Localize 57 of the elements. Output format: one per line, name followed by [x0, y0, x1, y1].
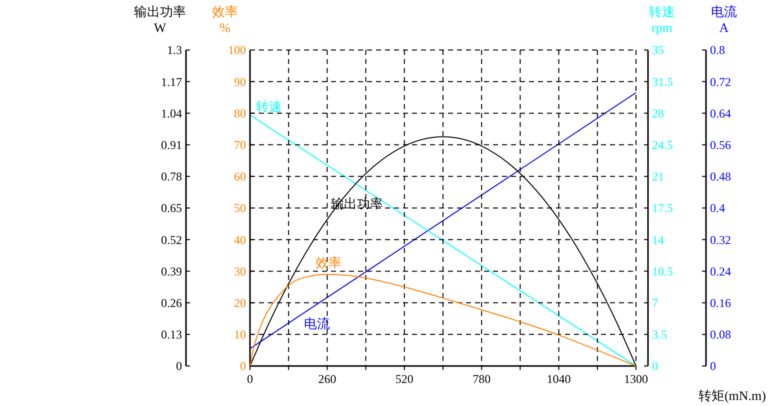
y-tick-label: 1.04 — [161, 106, 182, 120]
x-tick-label: 520 — [395, 372, 414, 386]
y-tick-label: 0.52 — [161, 232, 182, 247]
y-tick-label: 0.56 — [710, 138, 731, 152]
y-tick-label: 80 — [234, 106, 246, 120]
y-tick-label: 1.17 — [161, 74, 182, 89]
y-tick-label: 21 — [652, 170, 664, 184]
y-tick-label: 30 — [234, 264, 246, 278]
y-tick-label: 100 — [228, 43, 246, 58]
y-tick-label: 0.78 — [161, 170, 182, 184]
y-axis-title: 电流 A — [711, 4, 737, 35]
y-tick-label: 1.3 — [167, 43, 182, 58]
y-tick-label: 90 — [234, 74, 246, 89]
y-tick-label: 0 — [710, 359, 716, 374]
y-tick-label: 17.5 — [652, 201, 673, 216]
y-axis-title: 输出功率 W — [134, 4, 186, 35]
y-tick-label: 0 — [652, 359, 658, 374]
y-tick-label: 20 — [234, 296, 246, 310]
series-label: 效率 — [316, 255, 342, 270]
y-tick-label: 70 — [234, 138, 246, 152]
y-tick-label: 0.64 — [710, 106, 731, 120]
y-tick-label: 0.91 — [161, 138, 182, 152]
y-tick-label: 10 — [234, 328, 246, 342]
y-tick-label: 0.08 — [710, 328, 731, 342]
y-tick-label: 0.16 — [710, 296, 731, 310]
x-tick-label: 1300 — [624, 372, 648, 386]
y-tick-label: 0.65 — [161, 201, 182, 216]
y-tick-label: 0.4 — [710, 201, 725, 216]
y-tick-label: 24.5 — [652, 138, 673, 152]
y-tick-label: 10.5 — [652, 264, 673, 278]
y-tick-label: 50 — [234, 201, 246, 216]
y-tick-label: 0.13 — [161, 328, 182, 342]
y-tick-label: 28 — [652, 106, 664, 120]
series-label: 转速 — [256, 99, 282, 114]
y-tick-label: 31.5 — [652, 74, 673, 89]
y-tick-label: 0.24 — [710, 264, 731, 278]
y-tick-label: 0.39 — [161, 264, 182, 278]
x-tick-label: 260 — [318, 372, 336, 386]
x-axis-title: 转矩(mN.m) — [698, 388, 766, 403]
y-tick-label: 60 — [234, 170, 246, 184]
series-label: 电流 — [304, 316, 330, 331]
y-axis-title: 转速 rpm — [649, 4, 675, 35]
y-tick-label: 0.26 — [161, 296, 182, 310]
y-tick-label: 40 — [234, 232, 246, 247]
y-tick-label: 0.8 — [710, 43, 725, 58]
y-tick-label: 35 — [652, 43, 664, 58]
y-tick-label: 0 — [240, 359, 246, 374]
y-axis-title: 效率 % — [212, 4, 238, 35]
y-tick-label: 14 — [652, 232, 664, 247]
y-tick-label: 0.32 — [710, 232, 731, 247]
y-tick-label: 0 — [176, 359, 182, 374]
x-tick-label: 1040 — [546, 372, 571, 386]
x-tick-label: 780 — [472, 372, 491, 386]
y-tick-label: 0.72 — [710, 74, 731, 89]
y-tick-label: 7 — [652, 296, 658, 310]
y-tick-label: 0.48 — [710, 170, 731, 184]
y-tick-label: 3.5 — [652, 328, 667, 342]
